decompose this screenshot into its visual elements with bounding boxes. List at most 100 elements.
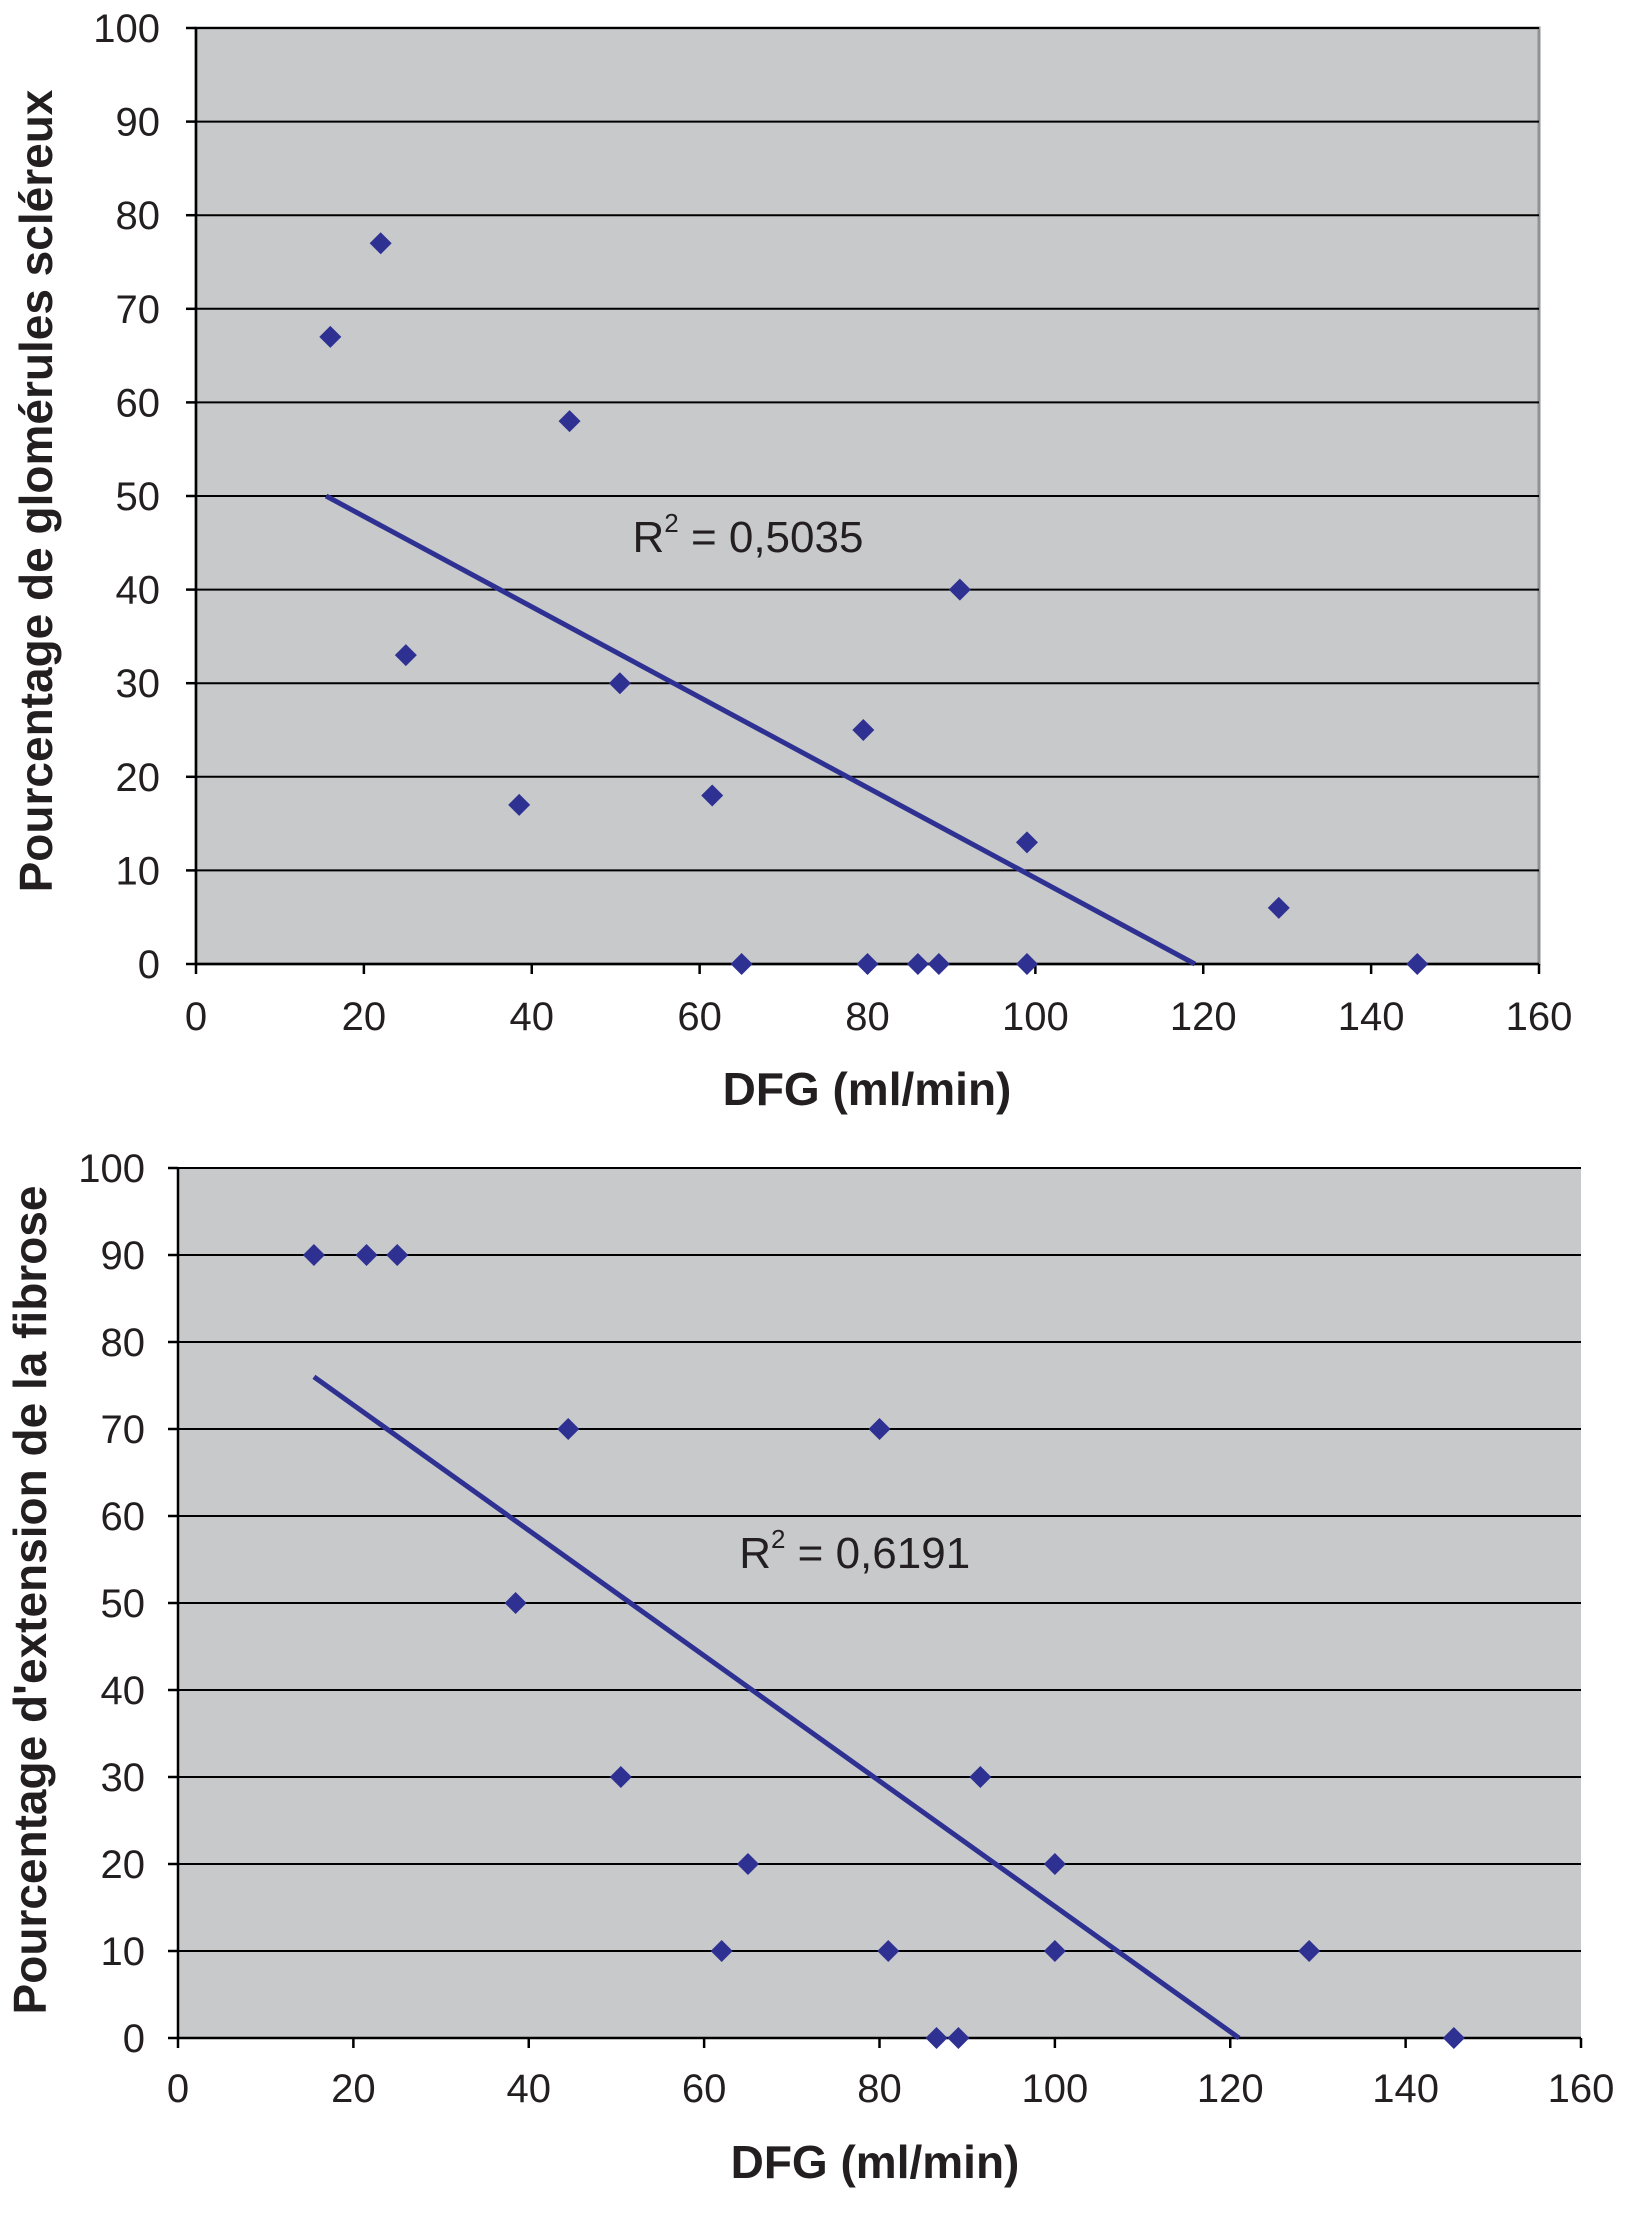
y-tick-label: 70 — [116, 288, 161, 332]
x-tick-labels: 0 20 40 60 80 100 120 140 160 — [167, 2067, 1615, 2111]
y-tick-label: 90 — [101, 1234, 146, 1278]
r-squared-annotation: R2 = 0,6191 — [739, 1524, 970, 1578]
data-point — [701, 784, 724, 807]
y-axis-title: Pourcentage de glomérules scléreux — [10, 89, 62, 892]
y-tick-label: 0 — [123, 2017, 145, 2061]
data-points — [319, 232, 1429, 975]
y-tick-label: 50 — [116, 475, 161, 519]
x-tick-label: 20 — [342, 995, 387, 1039]
data-point — [710, 1940, 733, 1962]
trendline-group — [324, 493, 1197, 967]
data-point — [906, 953, 929, 975]
x-tick-label: 80 — [845, 995, 890, 1039]
x-tick-label: 0 — [185, 995, 207, 1039]
annotation-superscript: 2 — [664, 508, 678, 538]
data-point — [557, 1418, 580, 1440]
y-tick-labels: 0 10 20 30 40 50 60 70 80 90 100 — [93, 7, 160, 987]
data-point — [508, 793, 531, 816]
y-tick-label: 80 — [101, 1321, 146, 1365]
data-point — [558, 410, 581, 433]
annotation-value: = 0,6191 — [785, 1529, 970, 1578]
data-points — [302, 1244, 1465, 2049]
data-point — [386, 1244, 409, 1266]
annotation-value: = 0,5035 — [679, 513, 864, 562]
chart-glomerules: 0 10 20 30 40 50 60 70 80 90 100 0 20 40 60 80 100 120 14… — [10, 7, 1572, 1115]
data-point — [969, 1766, 992, 1788]
data-point — [730, 953, 753, 975]
x-tick-labels: 0 20 40 60 80 100 120 140 160 — [185, 995, 1573, 1039]
data-point — [609, 1766, 632, 1788]
data-point — [355, 1244, 378, 1266]
y-tick-label: 0 — [138, 943, 160, 987]
y-tick-label: 40 — [116, 569, 161, 613]
x-tick-label: 60 — [682, 2067, 727, 2111]
data-point — [736, 1853, 759, 1875]
x-tick-label: 20 — [331, 2067, 376, 2111]
x-tick-label: 100 — [1022, 2067, 1089, 2111]
y-tick-label: 60 — [101, 1495, 146, 1539]
data-point — [504, 1592, 527, 1614]
y-tick-label: 30 — [101, 1756, 146, 1800]
y-tick-label: 50 — [101, 1582, 146, 1626]
y-tick-label: 40 — [101, 1669, 146, 1713]
x-tick-label: 100 — [1002, 995, 1069, 1039]
annotation-base: R — [739, 1529, 771, 1578]
data-point — [1043, 1940, 1066, 1962]
data-point — [1406, 953, 1429, 975]
data-point — [608, 672, 631, 695]
x-tick-label: 160 — [1506, 995, 1573, 1039]
trendline-group — [312, 1374, 1241, 2041]
data-point — [947, 2027, 970, 2049]
annotation-superscript: 2 — [771, 1524, 785, 1554]
data-point — [856, 953, 879, 975]
data-point — [877, 1940, 900, 1962]
data-point — [1043, 1853, 1066, 1875]
trendline — [312, 1374, 1241, 2041]
data-point — [925, 2027, 948, 2049]
data-point — [1015, 953, 1038, 975]
axes — [168, 1166, 1583, 2048]
x-tick-label: 140 — [1372, 2067, 1439, 2111]
data-point — [1267, 896, 1290, 919]
y-tick-label: 100 — [93, 7, 160, 51]
x-tick-label: 80 — [857, 2067, 902, 2111]
data-point — [852, 719, 875, 741]
y-tick-label: 30 — [116, 662, 161, 706]
x-tick-label: 40 — [507, 2067, 552, 2111]
chart-fibrose: 0 10 20 30 40 50 60 70 80 90 100 0 20 40 60 80 100 120 14… — [4, 1147, 1614, 2188]
data-point — [1442, 2027, 1465, 2049]
y-tick-label: 90 — [116, 101, 161, 145]
x-tick-label: 0 — [167, 2067, 189, 2111]
x-axis-title: DFG (ml/min) — [723, 1063, 1012, 1115]
y-tick-label: 70 — [101, 1408, 146, 1452]
r-squared-annotation: R2 = 0,5035 — [632, 508, 863, 562]
y-tick-label: 60 — [116, 381, 161, 425]
x-tick-label: 40 — [510, 995, 555, 1039]
y-tick-label: 10 — [116, 849, 161, 893]
y-tick-label: 20 — [101, 1843, 146, 1887]
data-point — [1298, 1940, 1321, 1962]
annotation-base: R — [632, 513, 664, 562]
data-point — [319, 325, 342, 348]
data-point — [948, 578, 971, 601]
data-point — [868, 1418, 891, 1440]
y-tick-labels: 0 10 20 30 40 50 60 70 80 90 100 — [78, 1147, 145, 2061]
x-tick-label: 120 — [1170, 995, 1237, 1039]
data-point — [369, 232, 392, 255]
y-tick-label: 100 — [78, 1147, 145, 1191]
y-tick-label: 20 — [116, 756, 161, 800]
x-tick-label: 120 — [1197, 2067, 1264, 2111]
x-tick-label: 60 — [677, 995, 722, 1039]
data-point — [394, 644, 417, 667]
data-point — [927, 953, 950, 975]
x-tick-label: 140 — [1338, 995, 1405, 1039]
x-axis-title: DFG (ml/min) — [731, 2136, 1020, 2188]
trendline — [324, 493, 1197, 967]
y-tick-label: 10 — [101, 1930, 146, 1974]
y-tick-label: 80 — [116, 194, 161, 238]
x-tick-label: 160 — [1548, 2067, 1615, 2111]
y-axis-title: Pourcentage d'extension de la fibrose — [4, 1186, 56, 2015]
data-point — [302, 1244, 325, 1266]
data-point — [1015, 831, 1038, 854]
